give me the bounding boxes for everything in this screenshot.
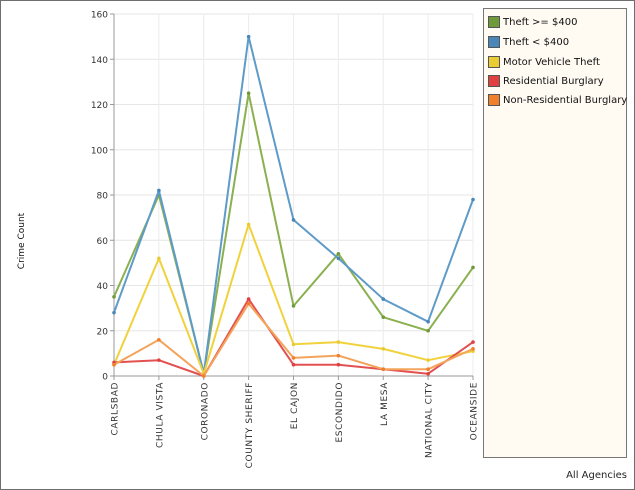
legend-label: Non-Residential Burglary [503, 94, 628, 106]
y-tick-label: 80 [97, 192, 109, 202]
y-tick-label: 120 [91, 101, 108, 111]
y-tick-label: 20 [97, 327, 109, 337]
x-tick-label: CARLSBAD [111, 382, 121, 435]
data-point [471, 340, 475, 344]
data-point [381, 347, 386, 351]
legend-label: Theft < $400 [503, 36, 570, 48]
y-axis-label: Crime Count [17, 212, 27, 270]
data-point [336, 340, 341, 344]
data-point [246, 34, 251, 39]
legend-item-motor-vehicle-theft: Motor Vehicle Theft [488, 54, 600, 70]
data-point [336, 256, 341, 261]
legend-swatch [488, 56, 500, 68]
data-point [471, 347, 475, 351]
y-tick-label: 40 [97, 282, 109, 292]
x-tick-label: CHULA VISTA [155, 382, 165, 448]
data-point [381, 297, 386, 301]
legend: Theft >= $400 Theft < $400 Motor Vehicle… [483, 8, 627, 458]
data-point [381, 367, 386, 372]
data-point [291, 304, 296, 308]
data-point [157, 188, 161, 193]
x-tick-label: CORONADO [200, 382, 210, 440]
data-point [291, 362, 296, 367]
x-tick-label: NATIONAL CITY [425, 382, 435, 458]
legend-item-residential-burglary: Residential Burglary [488, 73, 604, 89]
data-point [381, 315, 386, 319]
legend-swatch [488, 94, 500, 106]
data-point [291, 218, 296, 222]
x-tick-label: OCEANSIDE [470, 382, 480, 440]
data-point [291, 342, 296, 347]
legend-item-theft-over-400: Theft >= $400 [488, 14, 577, 30]
data-point [157, 256, 161, 261]
data-point [112, 295, 116, 299]
legend-swatch [488, 75, 500, 87]
data-point [336, 252, 341, 256]
data-point [336, 353, 341, 358]
data-point [291, 356, 296, 360]
x-tick-label: ESCONDIDO [335, 382, 345, 443]
data-point [157, 338, 161, 342]
y-tick-label: 100 [91, 146, 108, 156]
y-tick-label: 0 [102, 373, 108, 383]
legend-label: Residential Burglary [503, 75, 604, 87]
legend-item-theft-under-400: Theft < $400 [488, 34, 569, 50]
x-tick-label: LA MESA [380, 382, 390, 426]
data-point [426, 371, 430, 376]
x-tick-label: COUNTY SHERIFF [245, 382, 255, 468]
data-point [112, 310, 116, 315]
legend-label: Motor Vehicle Theft [503, 56, 600, 68]
data-point [157, 358, 161, 362]
data-point [426, 358, 430, 362]
data-point [246, 301, 251, 306]
legend-item-non-residential-burglary: Non-Residential Burglary [488, 92, 627, 108]
data-point [426, 319, 430, 324]
footer-label: All Agencies [566, 470, 627, 481]
legend-swatch [488, 36, 500, 48]
y-tick-label: 60 [97, 237, 109, 247]
data-point [246, 297, 251, 301]
legend-label: Theft >= $400 [503, 16, 578, 28]
data-point [426, 328, 430, 333]
data-point [336, 362, 341, 367]
data-point [201, 374, 206, 378]
y-tick-label: 160 [91, 11, 108, 21]
data-point [246, 222, 251, 227]
data-point [471, 197, 475, 202]
legend-swatch [488, 16, 500, 28]
data-point [426, 367, 430, 372]
data-point [471, 265, 475, 270]
y-tick-label: 140 [91, 56, 108, 66]
data-point [246, 91, 251, 95]
x-tick-label: EL CAJON [290, 382, 300, 429]
data-point [112, 362, 116, 367]
